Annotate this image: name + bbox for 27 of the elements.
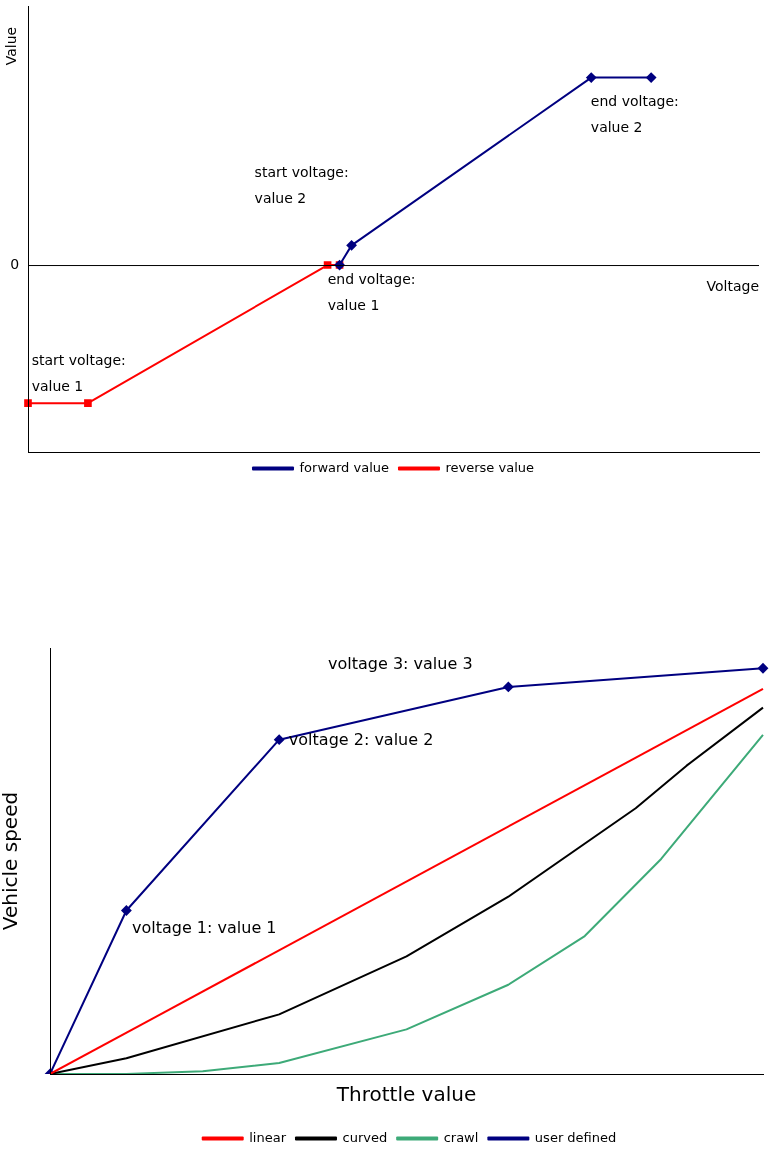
legend-label: curved [342, 1129, 388, 1145]
legend-label: reverse value [445, 459, 534, 475]
point [646, 72, 657, 83]
annotation: start voltage: value 1 [31, 351, 126, 394]
annotation: start voltage: value 2 [254, 164, 349, 207]
x-axis-title: Throttle value [335, 1082, 477, 1107]
annotation: end voltage: value 2 [590, 92, 679, 135]
point [586, 72, 597, 83]
legend-label: forward value [299, 459, 389, 475]
point [503, 681, 514, 692]
annotation: voltage 3: value 3 [328, 653, 473, 673]
annotation: voltage 2: value 2 [288, 730, 434, 750]
point [758, 663, 768, 674]
y-axis-title: Vehicle speed [0, 791, 23, 931]
annotation: voltage 1: value 1 [131, 917, 277, 937]
legend-label: linear [249, 1129, 287, 1145]
point [121, 905, 132, 916]
point [24, 399, 32, 407]
text: 0 [10, 255, 20, 272]
point [274, 734, 285, 745]
annotation: end voltage: value 1 [327, 271, 416, 314]
point [346, 240, 357, 251]
x-axis-title: Voltage [706, 277, 759, 294]
y-axis-title: Value [2, 26, 19, 66]
legend-label: user defined [534, 1129, 617, 1145]
legend-label: crawl [443, 1129, 479, 1145]
point [84, 399, 92, 407]
